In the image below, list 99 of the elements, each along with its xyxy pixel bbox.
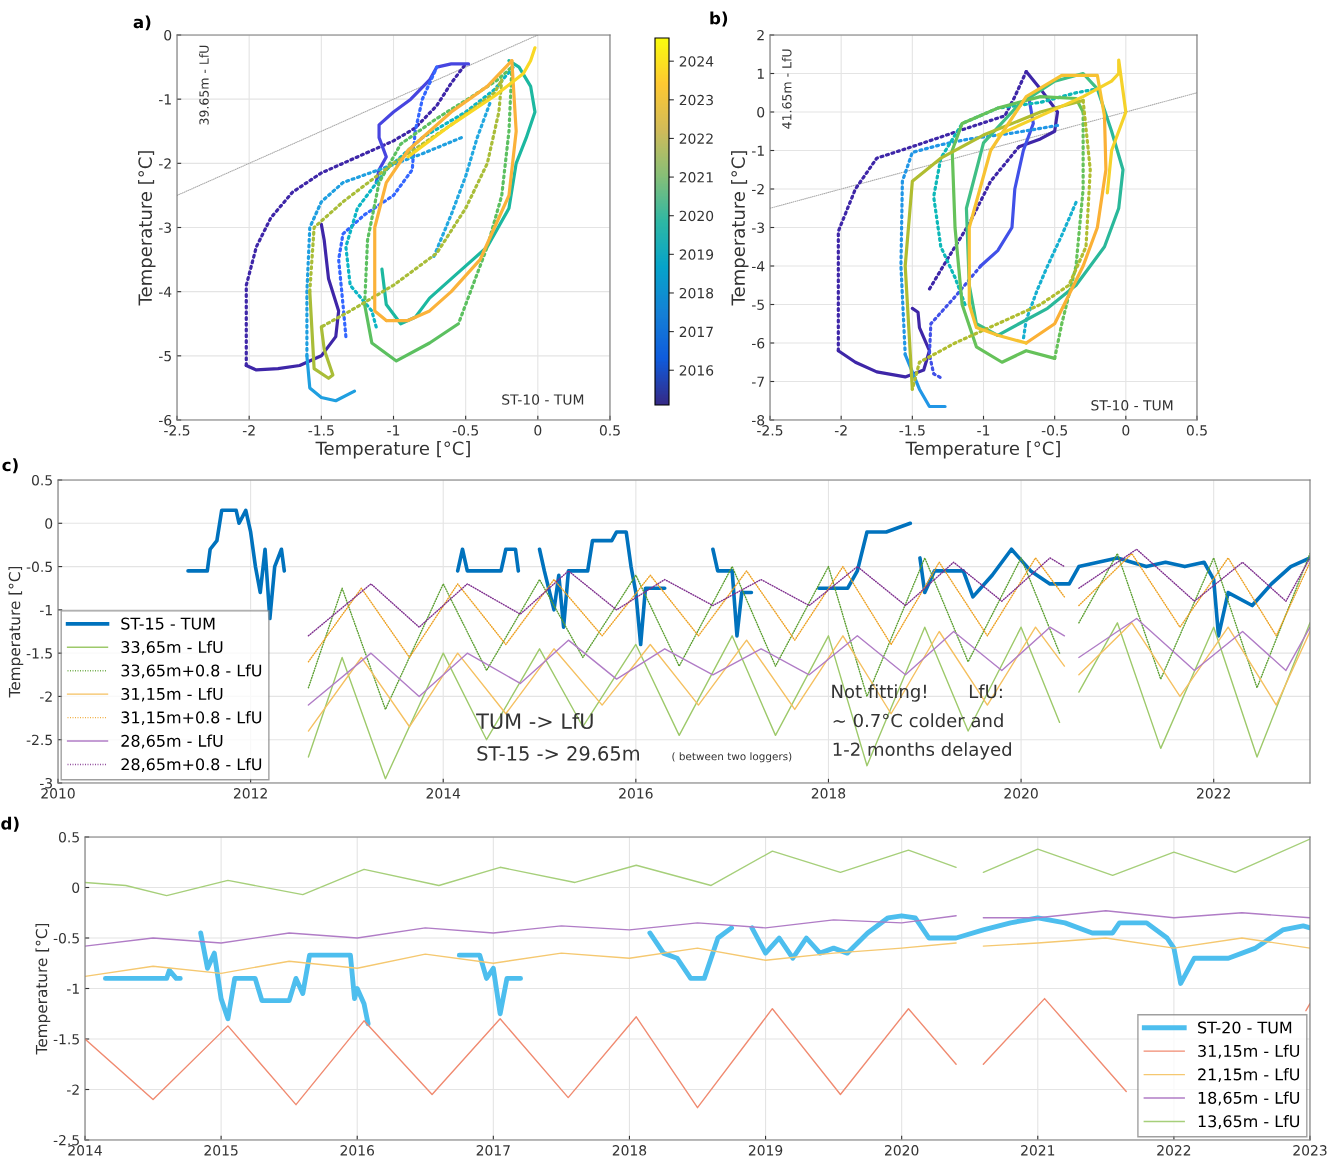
x-tick-label: 0.5 [1186, 425, 1207, 436]
y-tick-label: -8 [751, 414, 765, 426]
y-tick-label: 0 [72, 882, 80, 893]
chart-title: c) [2, 458, 18, 474]
annotation: ( between two loggers) [672, 752, 792, 763]
x-tick-label: 2020 [1004, 788, 1038, 799]
color-bar-label: 2019 [679, 249, 714, 260]
color-bar-label: 2020 [679, 210, 714, 222]
legend-label: 33,65m+0.8 - LfU [121, 664, 262, 679]
chart-title: a) [133, 15, 151, 31]
x-tick-label: 2016 [619, 788, 653, 799]
x-tick-label: 2022 [1157, 1145, 1191, 1156]
y-tick-label: -2 [751, 183, 764, 195]
legend-label: 21,15m - LfU [1198, 1068, 1300, 1083]
y-axis-title: Temperature [°C] [35, 923, 51, 1055]
x-tick-label: 2014 [68, 1145, 102, 1156]
y-axis-title: Temperature [°C] [138, 151, 156, 306]
x-tick-label: -1.5 [308, 425, 334, 436]
y-tick-label: -2 [39, 691, 52, 702]
y-tick-label: -2.5 [53, 1134, 79, 1146]
x-tick-label: 0 [1122, 425, 1130, 436]
y-tick-label: 0.5 [58, 831, 79, 843]
x-tick-label: 2018 [612, 1145, 647, 1156]
y-tick-label: -7 [751, 376, 764, 387]
chart-title: b) [710, 11, 728, 27]
x-tick-label: 2010 [41, 788, 75, 799]
color-bar-label: 2023 [679, 94, 713, 106]
x-tick-label: 0.5 [599, 425, 620, 436]
y-tick-label: -1.5 [53, 1034, 79, 1045]
y-tick-label: -0.5 [53, 932, 79, 944]
color-bar-label: 2017 [679, 326, 713, 338]
x-tick-label: -0.5 [452, 425, 478, 436]
y-tick-label: -6 [751, 337, 765, 349]
y-tick-label: 0 [164, 29, 172, 41]
x-tick-label: 2022 [1197, 788, 1230, 799]
y-tick-label: 2 [757, 29, 764, 41]
y-tick-label: -4 [751, 261, 765, 272]
y-tick-label: -1 [39, 605, 52, 616]
y-axis-title: Temperature [°C] [731, 151, 749, 306]
y-tick-label: -5 [158, 350, 171, 362]
x-tick-label: 2023 [1293, 1145, 1327, 1156]
annotation: ST-15 -> 29.65m [477, 746, 639, 761]
legend-label: 28,65m - LfU [121, 734, 223, 749]
y-tick-label: 0.5 [31, 474, 52, 486]
x-axis-title: Temperature [°C] [315, 441, 470, 459]
y-axis-title: Temperature [°C] [8, 566, 24, 698]
x-tick-label: 2015 [204, 1145, 238, 1156]
legend-label: 31,15m - LfU [1198, 1044, 1300, 1059]
color-bar-label: 2024 [679, 56, 714, 67]
x-tick-label: 2020 [885, 1145, 919, 1156]
legend-label: 33,65m - LfU [121, 640, 223, 655]
y-tick-label: -3 [39, 777, 53, 789]
y-tick-label: -5 [751, 299, 764, 310]
x-tick-label: -0.5 [1041, 425, 1067, 436]
x-tick-label: 2014 [426, 788, 461, 799]
color-bar-label: 2018 [679, 287, 714, 299]
legend-label: ST-20 - TUM [1198, 1021, 1292, 1034]
x-tick-label: 2021 [1021, 1145, 1055, 1156]
annotation: ST-10 - TUM [1091, 400, 1173, 411]
y-tick-label: -1 [751, 145, 764, 156]
y-tick-label: -1 [158, 94, 171, 105]
legend-label: 31,15m+0.8 - LfU [121, 711, 262, 726]
x-tick-label: -2 [242, 425, 255, 436]
legend-label: 13,65m - LfU [1198, 1114, 1300, 1129]
y-tick-label: -6 [158, 414, 172, 426]
color-bar-label: 2021 [679, 172, 713, 183]
x-tick-label: 0 [534, 425, 542, 436]
annotation: ST-10 - TUM [502, 394, 584, 405]
legend-label: 31,15m - LfU [121, 687, 223, 702]
y-tick-label: -1.5 [26, 648, 52, 659]
y-tick-label: 0 [757, 106, 765, 118]
x-tick-label: 2016 [340, 1145, 375, 1156]
x-tick-label: -1 [387, 425, 400, 436]
color-bar-label: 2022 [679, 133, 713, 144]
x-axis-title: Temperature [°C] [905, 441, 1060, 459]
x-tick-label: 2019 [748, 1145, 783, 1156]
legend-label: ST-15 - TUM [121, 617, 215, 630]
x-tick-label: -1.5 [899, 425, 925, 436]
x-tick-label: -2 [834, 425, 847, 436]
y-tick-label: -2 [158, 158, 171, 169]
annotation: 41.65m - LfU [781, 49, 792, 129]
x-tick-label: -1 [977, 425, 990, 436]
y-tick-label: -0.5 [26, 561, 52, 573]
legend-label: 28,65m+0.8 - LfU [121, 757, 262, 772]
annotation: 39.65m - LfU [199, 45, 209, 125]
x-tick-label: 2018 [811, 788, 846, 799]
y-tick-label: -4 [158, 286, 172, 297]
y-tick-label: 0 [45, 518, 53, 529]
x-tick-label: 2017 [476, 1145, 510, 1156]
color-bar-label: 2016 [679, 365, 714, 376]
legend-label: 18,65m - LfU [1198, 1091, 1300, 1106]
x-tick-label: 2012 [233, 788, 267, 799]
y-tick-label: -2 [66, 1084, 79, 1095]
y-tick-label: -1 [66, 983, 79, 994]
chart-title: d) [1, 816, 19, 832]
y-tick-label: -2.5 [26, 734, 52, 746]
y-tick-label: -3 [158, 222, 172, 233]
y-tick-label: 1 [757, 68, 764, 79]
y-tick-label: -3 [751, 222, 765, 233]
